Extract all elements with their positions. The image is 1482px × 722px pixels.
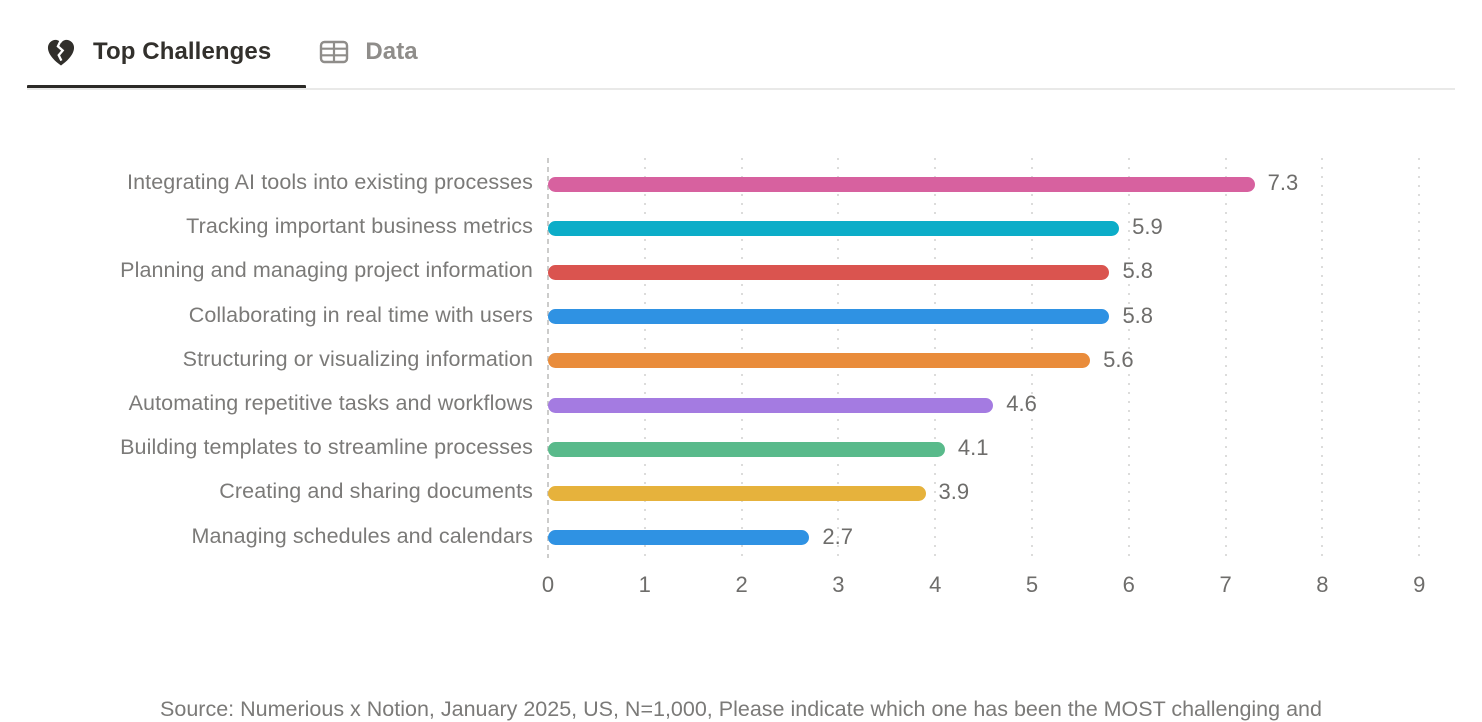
category-label: Creating and sharing documents xyxy=(219,479,533,504)
x-tick-label: 2 xyxy=(735,572,748,597)
value-label: 5.8 xyxy=(1122,302,1154,328)
tab-top-challenges[interactable]: Top Challenges xyxy=(27,22,287,82)
x-tick-label: 7 xyxy=(1219,572,1232,597)
x-tick-label: 4 xyxy=(929,572,942,597)
category-label: Collaborating in real time with users xyxy=(188,302,533,327)
category-label: Structuring or visualizing information xyxy=(182,346,533,371)
bar[interactable] xyxy=(548,397,994,413)
bar-row: Creating and sharing documents 3.9 xyxy=(0,471,1482,515)
bar[interactable] xyxy=(548,264,1110,280)
category-label: Integrating AI tools into existing proce… xyxy=(127,170,533,195)
x-tick-label: 1 xyxy=(638,572,651,597)
category-label: Tracking important business metrics xyxy=(186,214,533,239)
gridline xyxy=(1224,158,1227,558)
category-label: Planning and managing project informatio… xyxy=(120,258,533,283)
value-label: 5.9 xyxy=(1132,214,1163,240)
bar-row: Automating repetitive tasks and workflow… xyxy=(0,383,1482,427)
x-tick-label: 8 xyxy=(1316,572,1329,597)
tab-label: Data xyxy=(365,38,418,65)
bar-row: Structuring or visualizing information 5.… xyxy=(0,339,1482,383)
bar-row: Planning and managing project informatio… xyxy=(0,250,1482,294)
gridline xyxy=(1127,158,1130,558)
value-label: 4.6 xyxy=(1006,391,1037,417)
gridline xyxy=(1321,158,1324,558)
category-label: Managing schedules and calendars xyxy=(191,523,533,548)
source-note: Source: Numerious x Notion, January 2025… xyxy=(0,634,1482,722)
bar[interactable] xyxy=(548,309,1110,325)
broken-heart-icon xyxy=(43,34,79,70)
value-label: 2.7 xyxy=(822,523,853,549)
active-tab-indicator xyxy=(27,85,306,89)
value-label: 5.8 xyxy=(1122,258,1154,284)
x-tick-label: 0 xyxy=(541,572,555,597)
tab-label: Top Challenges xyxy=(93,38,272,65)
bar[interactable] xyxy=(548,353,1091,369)
category-label: Building templates to streamline process… xyxy=(120,435,533,460)
bar-row: Integrating AI tools into existing proce… xyxy=(0,162,1482,206)
value-label: 7.3 xyxy=(1267,170,1299,196)
table-icon xyxy=(317,35,351,69)
category-label: Automating repetitive tasks and workflow… xyxy=(128,391,533,416)
bar-row: Managing schedules and calendars 2.7 xyxy=(0,516,1482,560)
bar[interactable] xyxy=(548,176,1255,192)
tab-bar: Top Challenges Data xyxy=(27,22,434,82)
source-note-line1: Source: Numerious x Notion, January 2025… xyxy=(160,697,1322,721)
bar[interactable] xyxy=(548,530,810,546)
bar[interactable] xyxy=(548,441,945,457)
tab-data[interactable]: Data xyxy=(301,22,433,82)
x-tick-label: 9 xyxy=(1413,572,1426,597)
value-label: 5.6 xyxy=(1103,346,1134,372)
value-label: 3.9 xyxy=(938,479,970,505)
x-tick-label: 3 xyxy=(832,572,845,597)
bar[interactable] xyxy=(548,485,926,501)
bar[interactable] xyxy=(548,220,1120,236)
bar-row: Building templates to streamline process… xyxy=(0,427,1482,471)
bar-row: Collaborating in real time with users 5.8 xyxy=(0,295,1482,339)
gridline xyxy=(1418,158,1421,558)
x-tick-label: 5 xyxy=(1025,572,1039,597)
bar-row: Tracking important business metrics 5.9 xyxy=(0,206,1482,250)
value-label: 4.1 xyxy=(957,435,989,461)
x-tick-label: 6 xyxy=(1122,572,1135,597)
tab-bar-divider xyxy=(27,88,1455,90)
